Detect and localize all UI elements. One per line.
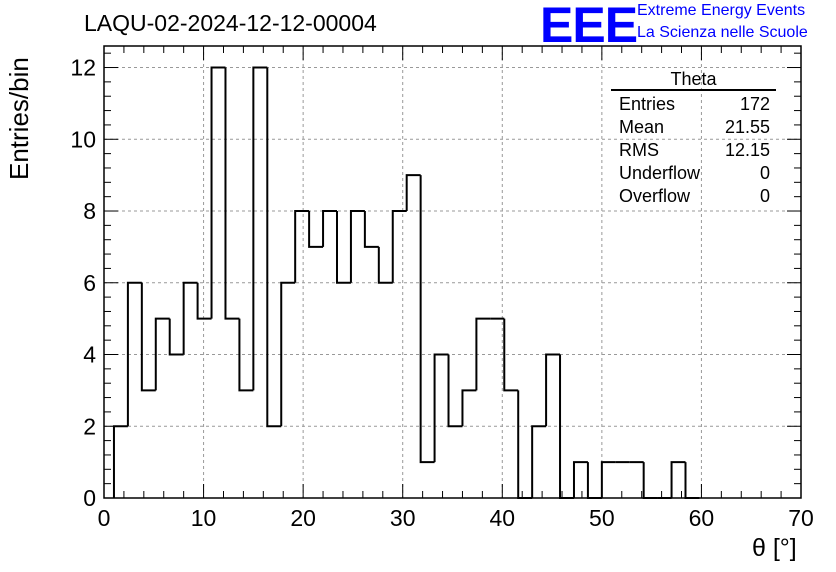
histogram-bin-0: [112, 425, 128, 498]
histogram-bin-13: [294, 210, 310, 283]
histogram-bin-4: [168, 318, 184, 356]
histogram-bin-29: [517, 390, 533, 499]
stats-value: 0: [759, 186, 770, 206]
histogram-bin-3: [154, 317, 170, 391]
logo-line-2: La Scienza nelle Scuole: [637, 24, 808, 41]
y-tick-label: 2: [83, 413, 96, 439]
histogram-bin-23: [433, 353, 449, 463]
y-axis-label: Entries/bin: [4, 57, 34, 180]
y-tick-label: 10: [70, 126, 96, 152]
stats-value: 21.55: [724, 117, 770, 137]
histogram-bin-18: [363, 211, 379, 248]
histogram-bin-15: [322, 210, 337, 247]
stats-value: 0: [759, 163, 770, 183]
stats-row-overflow: Overflow 0: [611, 185, 776, 208]
stats-label: Overflow: [619, 186, 691, 206]
stats-row-rms: RMS 12.15: [611, 139, 776, 162]
histogram-bin-22: [419, 175, 435, 464]
histogram-bin-28: [503, 318, 519, 392]
x-tick-label: 20: [290, 505, 316, 531]
histogram-bin-38: [642, 462, 658, 499]
histogram-bin-16: [335, 211, 351, 284]
histogram-bin-12: [280, 281, 296, 427]
histogram-bin-35: [600, 461, 616, 498]
histogram-bin-40: [670, 461, 686, 498]
x-tick-label: 70: [788, 505, 814, 531]
stats-box: Theta Entries 172 Mean 21.55 RMS 12.15 U…: [611, 70, 776, 208]
y-tick-label: 8: [83, 198, 96, 224]
histogram-bin-41: [684, 462, 700, 499]
stats-title: Theta: [611, 70, 776, 91]
stats-value: 172: [739, 94, 770, 114]
eee-logo: EEE: [540, 0, 638, 53]
x-tick-label: 40: [489, 505, 515, 531]
histogram-bin-9: [238, 318, 254, 392]
histogram-bin-5: [182, 281, 198, 355]
histogram-bin-19: [377, 246, 393, 284]
histogram-bin-26: [475, 317, 491, 391]
x-tick-label: 30: [390, 505, 416, 531]
histogram-bin-25: [461, 389, 477, 427]
x-tick-label: 10: [191, 505, 217, 531]
chart-title: LAQU-02-2024-12-12-00004: [84, 10, 377, 36]
histogram-bin-11: [266, 67, 282, 428]
x-tick-label: 50: [589, 505, 615, 531]
stats-row-underflow: Underflow 0: [611, 162, 776, 185]
stats-value: 12.15: [724, 140, 770, 160]
histogram-bin-21: [405, 174, 421, 212]
histogram-bin-33: [572, 461, 588, 498]
tick-labels: 0 10 20 30 40 50 60 70 0 2 4 6 8 10 12: [70, 55, 813, 531]
x-tick-label: 60: [689, 505, 715, 531]
histogram-bin-8: [224, 67, 240, 320]
histogram-bin-6: [196, 282, 212, 320]
y-tick-label: 6: [83, 270, 96, 296]
histogram-bin-24: [447, 354, 463, 428]
histogram-bin-1: [126, 281, 142, 427]
y-tick-label: 12: [70, 55, 96, 81]
histogram-bin-30: [531, 425, 547, 498]
y-tick-label: 0: [83, 485, 96, 511]
stats-row-mean: Mean 21.55: [611, 116, 776, 139]
histogram-bin-31: [545, 353, 561, 427]
stats-label: RMS: [619, 140, 659, 160]
stats-label: Entries: [619, 94, 676, 114]
logo-line-1: Extreme Energy Events: [637, 2, 806, 19]
y-tick-label: 4: [83, 342, 96, 368]
histogram-bin-34: [586, 462, 602, 499]
stats-label: Underflow: [619, 163, 701, 183]
histogram-bin-7: [210, 66, 226, 319]
x-tick-label: 0: [98, 505, 111, 531]
axis-ticks: [103, 46, 802, 499]
histogram-bin-20: [391, 210, 407, 283]
x-axis-label: θ [°]: [752, 534, 797, 562]
histogram-bin-17: [349, 210, 365, 283]
histogram-bin-14: [308, 211, 324, 248]
histogram-bin-2: [140, 282, 156, 392]
stats-label: Mean: [619, 117, 665, 137]
histogram-bin-10: [252, 66, 268, 391]
stats-row-entries: Entries 172: [611, 93, 776, 116]
plot-frame: [103, 45, 802, 499]
